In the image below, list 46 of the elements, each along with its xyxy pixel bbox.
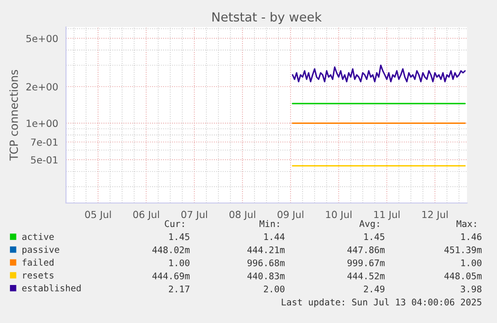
text: Cur: bbox=[164, 220, 184, 228]
text: 440.83m bbox=[247, 272, 285, 280]
text: Avg: bbox=[359, 220, 379, 229]
text: 3.98 bbox=[460, 286, 482, 292]
text: 1.00 bbox=[169, 259, 190, 266]
text: 2.17 bbox=[168, 286, 190, 292]
text: 448.05m bbox=[444, 272, 482, 280]
text: Last update: Sun Jul 13 04:00:06 2025 bbox=[282, 298, 482, 308]
y-tick-label: 2e+00 bbox=[26, 83, 58, 90]
legend-label: active bbox=[22, 233, 54, 240]
y-axis-title: TCP connections bbox=[9, 70, 18, 161]
x-tick-label: 12 Jul bbox=[422, 210, 448, 220]
y-tick-label: 5e-01 bbox=[31, 156, 58, 164]
text: 1.45 bbox=[169, 233, 190, 240]
text: 999.67m bbox=[348, 259, 385, 266]
legend-label: passive bbox=[22, 246, 60, 255]
text: 2.49 bbox=[364, 286, 384, 292]
text: 1.46 bbox=[461, 233, 482, 240]
text: 451.39m bbox=[444, 246, 482, 254]
text: 1.45 bbox=[364, 233, 384, 240]
text: 1.44 bbox=[264, 233, 285, 240]
x-tick-label: 10 Jul bbox=[326, 210, 352, 220]
legend-label: resets bbox=[23, 272, 54, 279]
text: 448.02m bbox=[152, 246, 190, 254]
text: 447.86m bbox=[347, 246, 385, 254]
legend-label: established bbox=[22, 284, 81, 292]
y-tick-label: 5e+00 bbox=[26, 34, 58, 42]
x-tick-label: 09 Jul bbox=[278, 210, 304, 220]
text: Max: bbox=[456, 220, 476, 228]
text: 444.52m bbox=[347, 272, 385, 280]
text: 2.00 bbox=[264, 286, 284, 292]
line-series bbox=[292, 64, 466, 82]
x-tick-label: 07 Jul bbox=[181, 210, 208, 220]
x-tick-label: 08 Jul bbox=[229, 210, 256, 220]
x-tick-label: 06 Jul bbox=[133, 210, 159, 220]
y-tick-label: 7e-01 bbox=[31, 138, 58, 146]
legend-label: failed bbox=[22, 258, 54, 266]
text: 996.68m bbox=[248, 259, 285, 266]
text: 444.69m bbox=[152, 272, 190, 280]
y-tick-label: 1e+00 bbox=[26, 120, 58, 128]
text: 1.00 bbox=[461, 259, 482, 266]
text: Min: bbox=[260, 220, 279, 227]
chart-title: Netstat - by week bbox=[212, 12, 322, 24]
x-tick-label: 11 Jul bbox=[374, 210, 400, 220]
text: 444.21m bbox=[247, 246, 285, 254]
x-tick-label: 05 Jul bbox=[85, 210, 111, 220]
